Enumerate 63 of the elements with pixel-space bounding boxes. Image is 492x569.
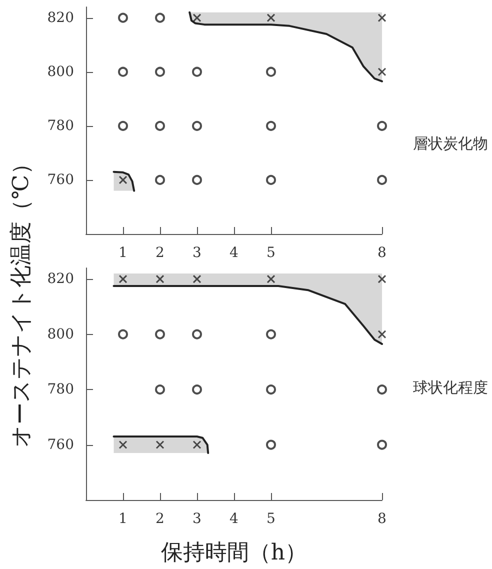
x-tick-label: 3 <box>192 511 202 527</box>
y-tick-label: 800 <box>47 326 74 342</box>
point <box>377 440 387 450</box>
point <box>266 14 276 22</box>
x-tick-label: 8 <box>378 245 386 261</box>
point <box>378 68 386 76</box>
point <box>156 440 164 450</box>
x-tick-label: 1 <box>118 245 128 261</box>
x-tick-label: 2 <box>156 245 164 261</box>
point <box>155 384 165 395</box>
x-tick-label: 5 <box>266 511 276 527</box>
point <box>266 174 276 185</box>
y-tick-label: 760 <box>47 436 74 453</box>
point <box>118 12 128 23</box>
point <box>192 384 202 395</box>
axis-title: オーステナイト化温度（℃） <box>0 100 40 500</box>
point <box>155 120 165 131</box>
point <box>266 384 276 395</box>
point <box>192 66 202 77</box>
y-tick-label: 780 <box>47 118 74 134</box>
point <box>155 329 165 340</box>
x-tick-label: 1 <box>118 511 128 527</box>
point <box>378 14 386 22</box>
point <box>192 120 202 131</box>
y-tick-label: 780 <box>47 382 74 398</box>
point <box>192 274 202 284</box>
text: 層状炭化物 <box>413 134 488 152</box>
point <box>192 14 202 22</box>
point <box>378 330 386 339</box>
y-tick-label: 800 <box>47 64 74 80</box>
x-tick-label: 4 <box>230 245 239 261</box>
point <box>155 66 165 77</box>
point <box>266 120 276 131</box>
point <box>155 174 165 185</box>
y-tick-label: 820 <box>47 271 74 288</box>
point <box>118 274 128 284</box>
point <box>378 274 386 284</box>
y-tick-label: 820 <box>47 10 74 26</box>
point <box>118 66 128 77</box>
point <box>192 440 202 450</box>
x-tick-label: 2 <box>156 511 164 527</box>
x-tick-label: 3 <box>192 245 202 261</box>
text: 球状化程度 <box>413 378 488 396</box>
point <box>266 329 276 340</box>
point <box>192 174 202 185</box>
x-tick-label: 8 <box>378 511 386 527</box>
point <box>266 274 276 284</box>
x-tick-label: 5 <box>266 245 276 261</box>
point <box>118 120 128 131</box>
line-series <box>112 284 383 345</box>
point <box>155 12 165 23</box>
point <box>118 329 128 340</box>
point <box>156 274 164 284</box>
point <box>377 120 387 131</box>
point <box>377 384 387 395</box>
point <box>266 440 276 450</box>
y-tick-label: 760 <box>47 172 74 188</box>
x-axis-title: 保持時間（h） <box>160 540 308 566</box>
point <box>377 174 387 185</box>
point <box>192 329 202 340</box>
point <box>266 66 276 77</box>
point <box>118 440 128 450</box>
x-tick-label: 4 <box>230 511 239 527</box>
